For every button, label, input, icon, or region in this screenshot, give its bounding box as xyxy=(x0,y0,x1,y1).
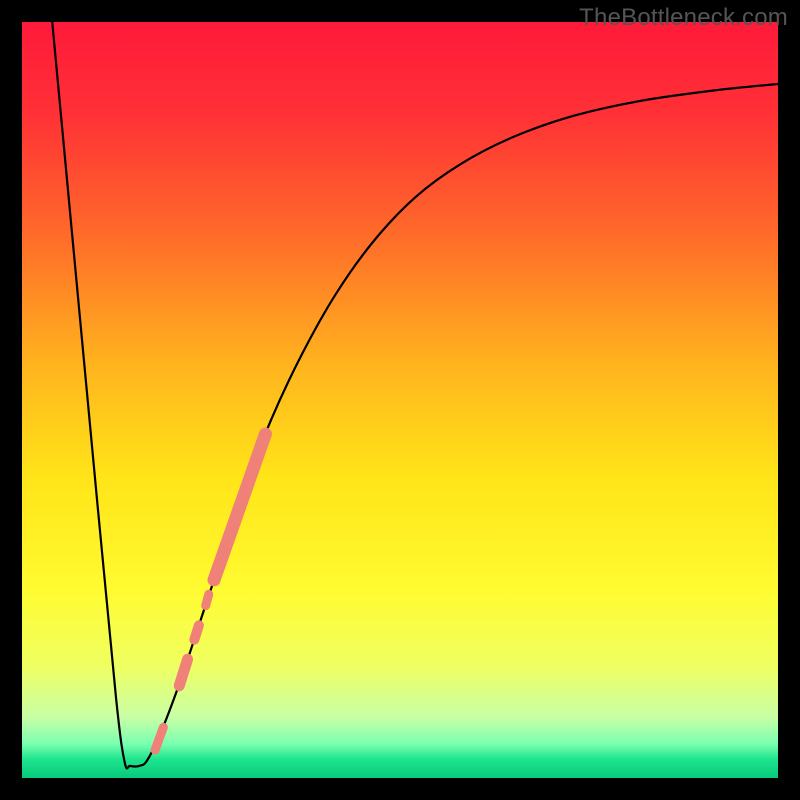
bottleneck-chart xyxy=(0,0,800,800)
gradient-panel xyxy=(22,22,778,778)
data-marker-segment xyxy=(206,594,209,605)
watermark-label: TheBottleneck.com xyxy=(579,4,788,32)
data-marker-segment xyxy=(194,625,199,639)
